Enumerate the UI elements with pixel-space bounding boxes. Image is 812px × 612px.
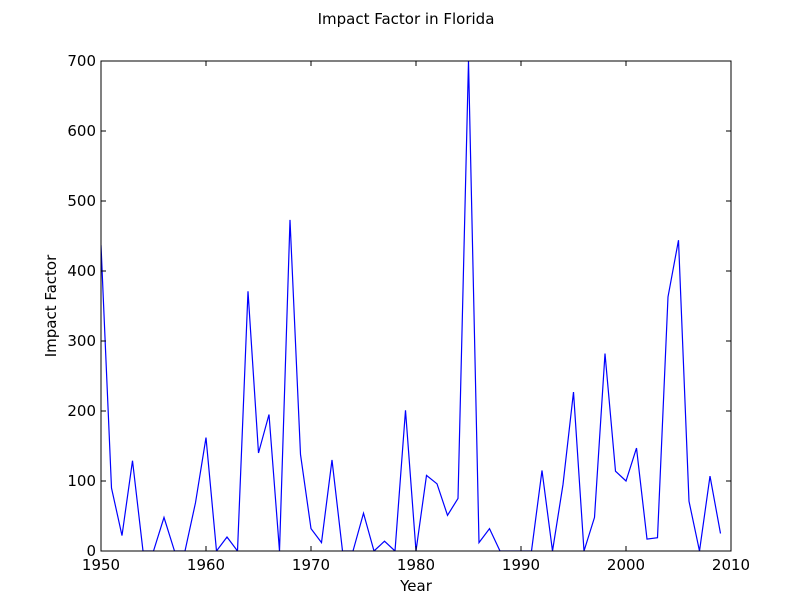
y-tick-label: 400 (67, 262, 96, 280)
y-tick-label: 500 (67, 192, 96, 210)
y-tick-label: 0 (86, 542, 96, 560)
y-tick-label: 100 (67, 472, 96, 490)
x-axis-label: Year (399, 577, 433, 595)
x-tick-label: 1970 (292, 556, 330, 574)
x-tick-label: 1950 (82, 556, 120, 574)
x-tick-label: 1980 (397, 556, 435, 574)
x-tick-label: 1990 (502, 556, 540, 574)
x-axis-ticks: 1950 1960 1970 1980 1990 2000 2010 (82, 61, 750, 574)
y-tick-label: 600 (67, 122, 96, 140)
chart-title: Impact Factor in Florida (318, 10, 495, 28)
y-tick-label: 700 (67, 52, 96, 70)
x-tick-label: 2000 (607, 556, 645, 574)
y-axis-label: Impact Factor (42, 254, 60, 357)
x-tick-label: 2010 (712, 556, 750, 574)
series-line (101, 61, 722, 551)
plot-area (100, 60, 732, 552)
axes-frame (100, 60, 732, 552)
x-tick-label: 1960 (187, 556, 225, 574)
y-axis-ticks: 0 100 200 300 400 500 600 700 (67, 52, 731, 560)
y-tick-label: 300 (67, 332, 96, 350)
y-tick-label: 200 (67, 402, 96, 420)
